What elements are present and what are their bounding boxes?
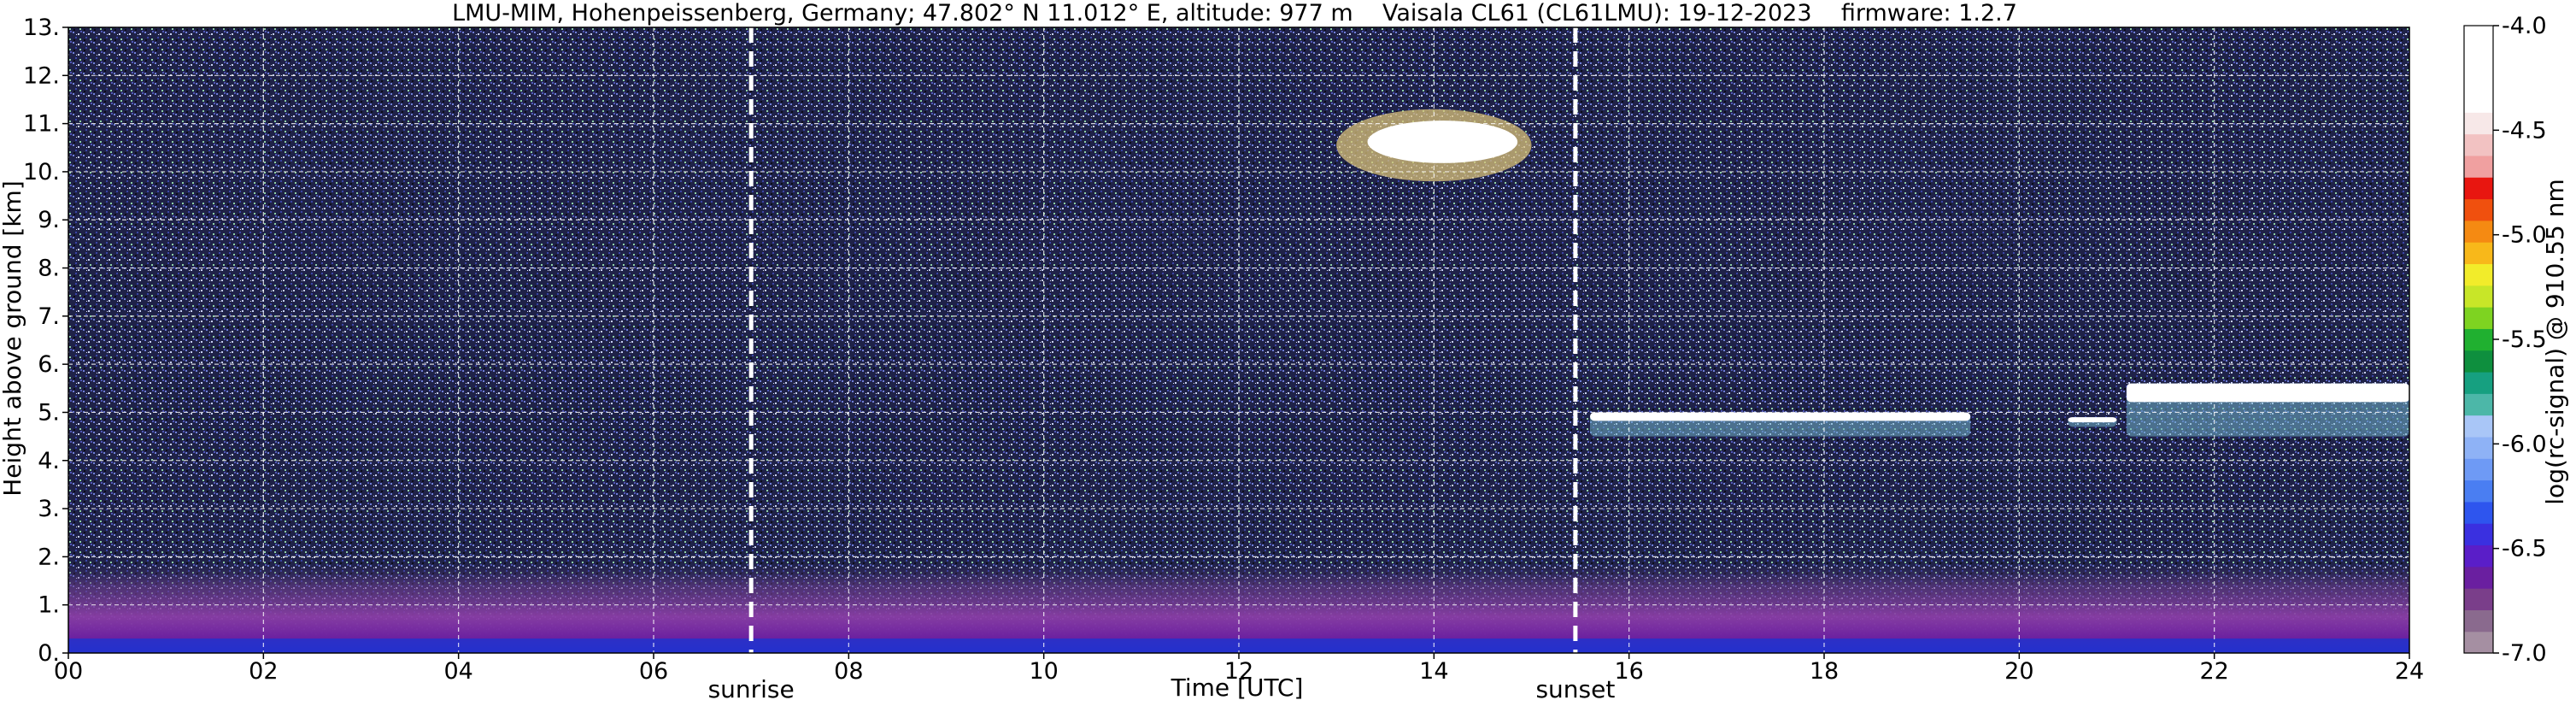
y-tick-label: 3. — [38, 496, 60, 522]
y-tick-label: 5. — [38, 399, 60, 426]
y-tick-label: 13. — [23, 15, 60, 41]
colorbar-cell — [2464, 393, 2493, 416]
colorbar-cell — [2464, 307, 2493, 329]
y-tick-label: 11. — [23, 111, 60, 138]
colorbar-tick-label: -6.0 — [2502, 431, 2547, 457]
feature-cloud-1 — [1590, 412, 1971, 421]
x-tick-label: 14 — [1419, 658, 1448, 685]
y-axis-ticks: 0. 1. 2. 3. 4. 5. 6. 7. 8. 9. 10. 11. 12. 13. — [23, 15, 68, 667]
x-axis-label: Time [UTC] — [1171, 674, 1304, 702]
colorbar-ticks: -4.0 -4.5 -5.0 -5.5 -6.0 -6.5 -7.0 — [2493, 13, 2547, 667]
colorbar-cell — [2464, 177, 2493, 200]
x-tick-label: 06 — [639, 658, 668, 685]
colorbar-cell — [2464, 501, 2493, 524]
y-tick-label: 2. — [38, 544, 60, 570]
y-axis-label: Height above ground [km] — [0, 180, 26, 497]
y-tick-label: 4. — [38, 448, 60, 474]
colorbar-cell — [2464, 155, 2493, 178]
sun-labels: sunrise sunset — [708, 675, 1616, 703]
colorbar-cell — [2464, 371, 2493, 394]
y-tick-label: 1. — [38, 592, 60, 619]
colorbar-cell — [2464, 133, 2493, 156]
colorbar-tick-label: -7.0 — [2502, 640, 2547, 667]
x-tick-label: 16 — [1614, 658, 1643, 685]
colorbar-cell — [2464, 198, 2493, 221]
colorbar-cell — [2464, 242, 2493, 265]
y-tick-label: 0. — [38, 640, 60, 667]
colorbar-cell — [2464, 566, 2493, 589]
x-tick-label: 12 — [1224, 658, 1253, 685]
x-tick-label: 24 — [2395, 658, 2424, 685]
x-tick-label: 02 — [249, 658, 278, 685]
x-tick-label: 08 — [834, 658, 863, 685]
colorbar: -4.0 -4.5 -5.0 -5.5 -6.0 -6.5 -7.0 log(rc-sign… — [2463, 13, 2569, 667]
colorbar-cell — [2464, 47, 2493, 70]
colorbar-cells — [2464, 26, 2493, 654]
colorbar-cell — [2464, 458, 2493, 481]
colorbar-cell — [2464, 26, 2493, 48]
annotation-label-sunset: sunset — [1535, 675, 1615, 703]
chart-title: LMU-MIM, Hohenpeissenberg, Germany; 47.8… — [452, 0, 2017, 26]
colorbar-cell — [2464, 68, 2493, 91]
sun-lines — [748, 27, 1578, 653]
colorbar-cell — [2464, 112, 2493, 135]
annotation-label-sunrise: sunrise — [708, 675, 795, 703]
x-tick-label: 04 — [443, 658, 472, 685]
y-tick-label: 12. — [23, 62, 60, 89]
colorbar-tick-label: -5.0 — [2502, 222, 2547, 249]
colorbar-cell — [2464, 285, 2493, 308]
colorbar-cell — [2464, 90, 2493, 113]
y-tick-label: 7. — [38, 303, 60, 330]
x-tick-label: 10 — [1029, 658, 1058, 685]
feature-cloud-2 — [2068, 417, 2117, 423]
colorbar-tick-label: -5.5 — [2502, 327, 2547, 353]
x-tick-label: 22 — [2199, 658, 2228, 685]
colorbar-tick-label: -6.5 — [2502, 536, 2547, 562]
y-tick-label: 10. — [23, 159, 60, 185]
colorbar-cell — [2464, 609, 2493, 632]
grid-lines — [68, 27, 2409, 653]
plot-area — [67, 26, 2410, 654]
x-tick-label: 20 — [2004, 658, 2033, 685]
feature-cloud-3 — [2126, 383, 2409, 403]
feature-cirrus-core — [1367, 121, 1518, 163]
colorbar-cell — [2464, 263, 2493, 286]
colorbar-cell — [2464, 479, 2493, 503]
x-axis-ticks: 00 02 04 06 08 10 12 14 16 18 20 22 24 — [54, 653, 2424, 685]
colorbar-cell — [2464, 523, 2493, 546]
colorbar-cell — [2464, 415, 2493, 438]
colorbar-label: log(rc-signal) @ 910.55 nm — [2541, 179, 2569, 504]
x-tick-label: 00 — [54, 658, 83, 685]
colorbar-cell — [2464, 588, 2493, 610]
colorbar-cell — [2464, 631, 2493, 654]
colorbar-cell — [2464, 436, 2493, 459]
colorbar-cell — [2464, 544, 2493, 568]
x-tick-label: 18 — [1810, 658, 1839, 685]
colorbar-cell — [2464, 220, 2493, 243]
y-tick-label: 9. — [38, 207, 60, 233]
y-tick-label: 8. — [38, 256, 60, 282]
colorbar-cell — [2464, 350, 2493, 373]
y-tick-label: 6. — [38, 351, 60, 378]
colorbar-cell — [2464, 328, 2493, 351]
colorbar-tick-label: -4.5 — [2502, 117, 2547, 144]
colorbar-tick-label: -4.0 — [2502, 13, 2547, 39]
